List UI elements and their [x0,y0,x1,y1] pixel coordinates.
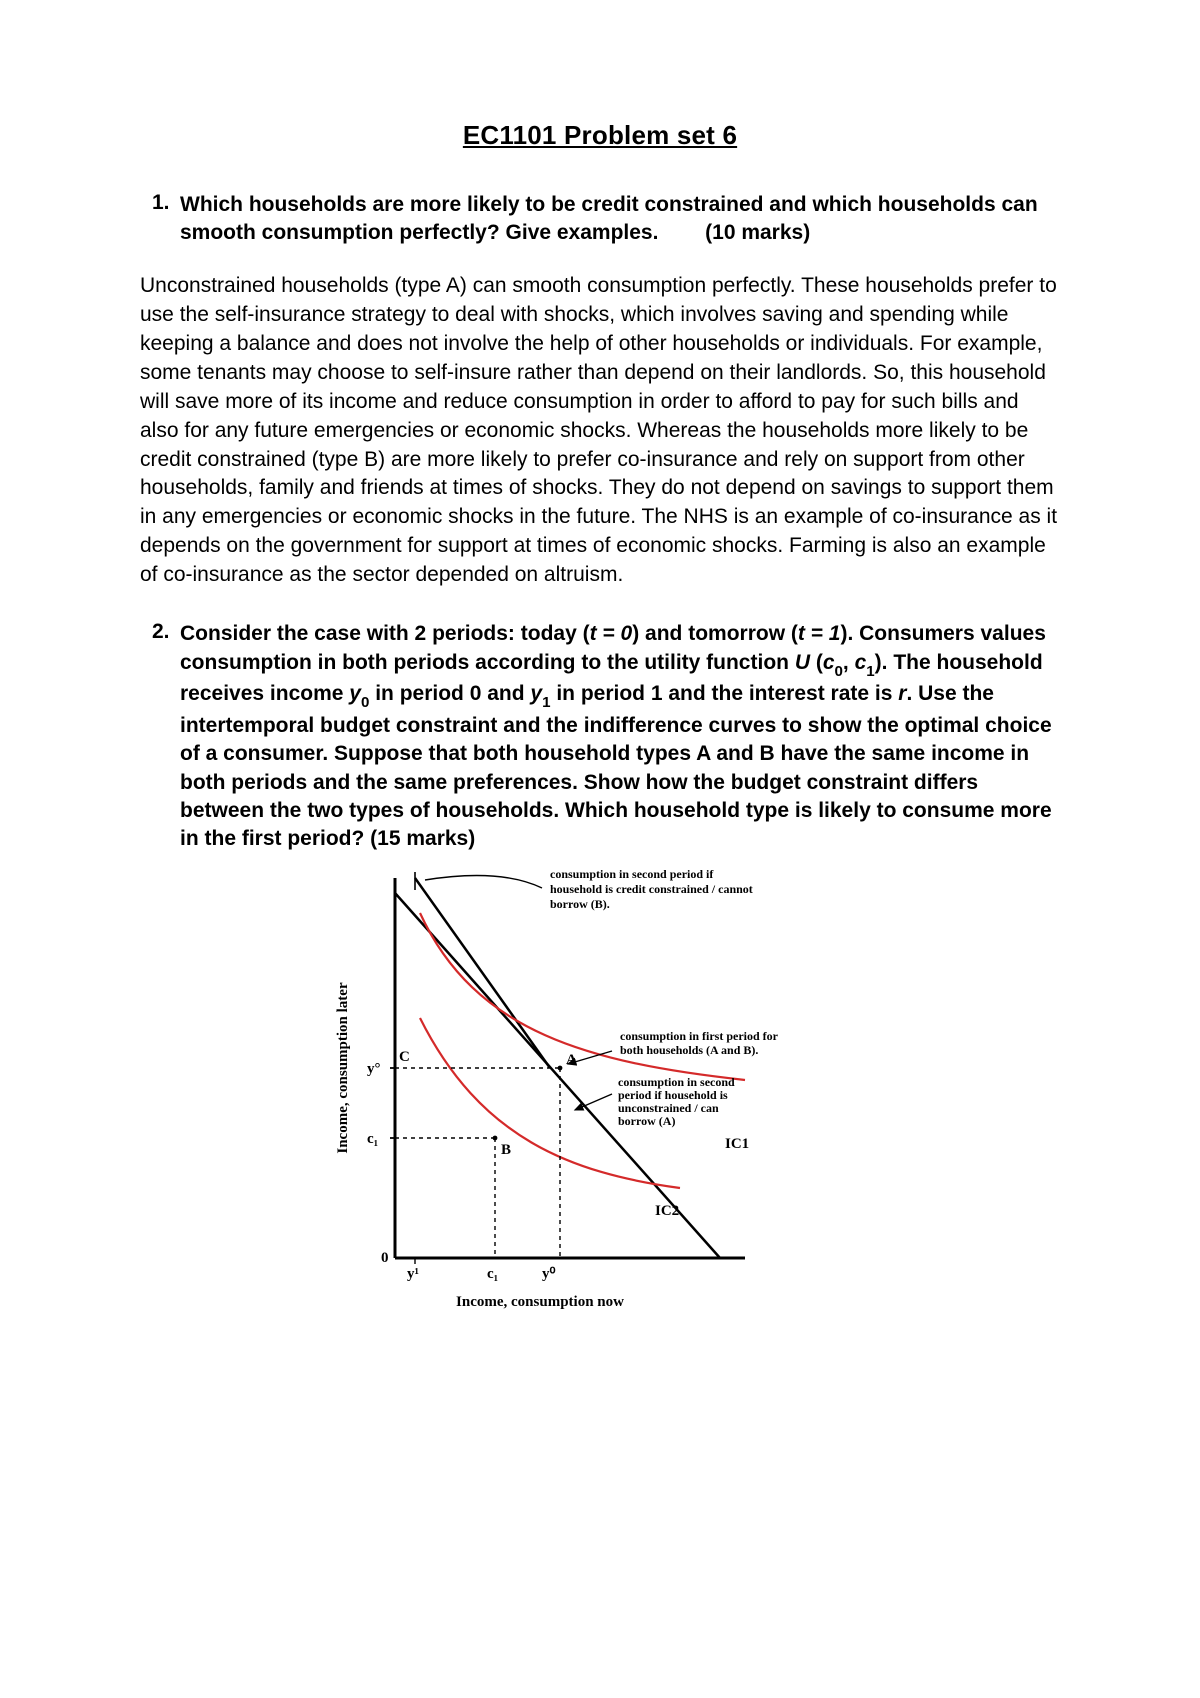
anno-top-1: household is credit constrained / cannot [550,882,753,896]
ic2-label: IC2 [655,1203,679,1219]
q2-prompt: Consider the case with 2 periods: today … [180,622,1052,850]
q1-prompt: Which households are more likely to be c… [180,193,1038,244]
anno-top-0: consumption in second period if [550,867,714,881]
y-tick-1: c₁ [367,1131,378,1147]
question-2: 2.Consider the case with 2 periods: toda… [140,620,1060,853]
anno-second-0: consumption in second [618,1075,735,1089]
intertemporal-chart: 0 IC1 IC2 y° c₁ y¹ c₁ y⁰ A B C Income, consumption … [320,858,880,1328]
page-title: EC1101 Problem set 6 [140,120,1060,151]
anno-top-2: borrow (B). [550,897,610,911]
origin-label: 0 [381,1250,389,1266]
anno-second-3: borrow (A) [618,1114,675,1128]
anno-first-1: both households (A and B). [620,1043,758,1057]
point-A-label: A [566,1052,577,1068]
y-tick-0: y° [367,1061,381,1077]
chart-container: 0 IC1 IC2 y° c₁ y¹ c₁ y⁰ A B C Income, consumption … [320,858,880,1328]
anno-second-2: unconstrained / can [618,1101,719,1115]
point-B-label: B [501,1142,511,1158]
x-axis-label: Income, consumption now [456,1294,624,1310]
document-page: EC1101 Problem set 6 1.Which households … [0,0,1200,1698]
question-1: 1.Which households are more likely to be… [140,191,1060,248]
anno-first-0: consumption in first period for [620,1029,779,1043]
q1-answer: Unconstrained households (type A) can sm… [140,272,1060,591]
x-tick-2: y⁰ [542,1266,556,1282]
anno-second-1: period if household is [618,1088,728,1102]
point-C-label: C [399,1049,410,1065]
budget-line-constrained-upper [415,878,550,1068]
x-tick-1: c₁ [487,1266,498,1282]
y-axis-label: Income, consumption later [335,982,351,1154]
q2-number: 2. [152,620,180,644]
q1-number: 1. [152,191,180,215]
x-tick-0: y¹ [407,1266,419,1282]
ic1-label: IC1 [725,1136,749,1152]
